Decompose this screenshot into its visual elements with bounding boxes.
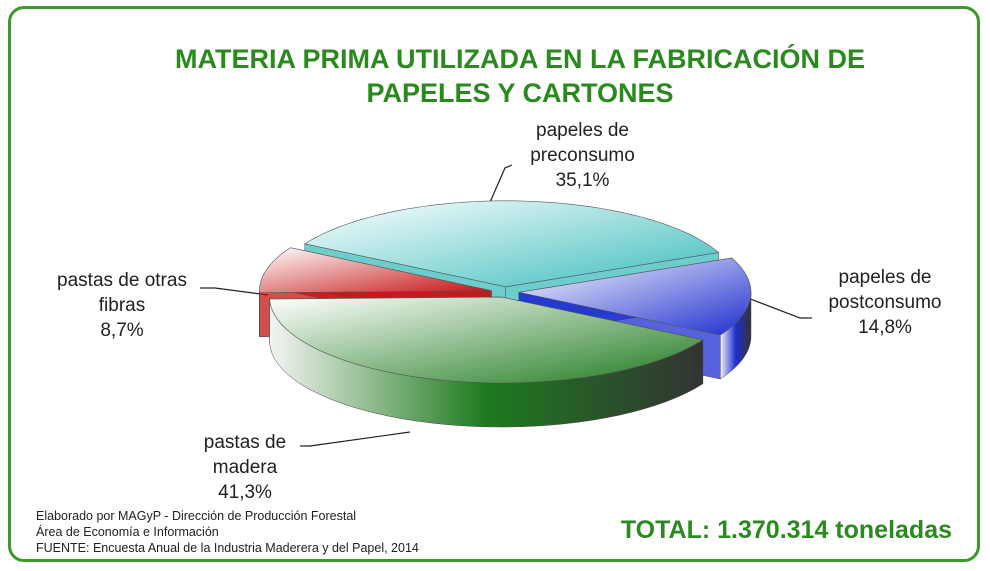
frame — [8, 6, 980, 562]
slice-label: pastas de madera 41,3% — [175, 430, 315, 505]
slice-label: papeles de postconsumo 14,8% — [805, 265, 965, 340]
category-label: pastas de otras fibras — [57, 270, 187, 316]
pie-slice — [259, 247, 492, 294]
value-label: 41,3% — [218, 482, 272, 503]
chart-title: MATERIA PRIMA UTILIZADA EN LA FABRICACIÓ… — [175, 44, 865, 108]
note: Elaborado por MAGyP - Dirección de Produ… — [36, 509, 357, 523]
pie-slice — [269, 296, 704, 384]
category-label: pastas de madera — [203, 432, 287, 478]
leader-line — [200, 287, 269, 296]
leader-line — [300, 431, 411, 447]
source-notes: Elaborado por MAGyP - Dirección de Produ… — [36, 508, 419, 556]
note: Área de Economía e Información — [36, 525, 219, 539]
value-label: 8,7% — [100, 320, 144, 341]
value-label: 35,1% — [555, 170, 610, 191]
slice-label: pastas de otras fibras 8,7% — [32, 268, 212, 343]
value-label: 14,8% — [858, 317, 912, 338]
slice-label: papeles de preconsumo 35,1% — [500, 118, 665, 193]
total-annotation: TOTAL: 1.370.314 toneladas — [620, 516, 952, 544]
pie-slice — [304, 200, 720, 288]
pie-slice — [518, 257, 752, 336]
category-label: papeles de preconsumo — [530, 120, 635, 166]
category-label: papeles de postconsumo — [828, 267, 942, 313]
note: FUENTE: Encuesta Anual de la Industria M… — [36, 541, 419, 555]
leader-line — [739, 294, 812, 319]
